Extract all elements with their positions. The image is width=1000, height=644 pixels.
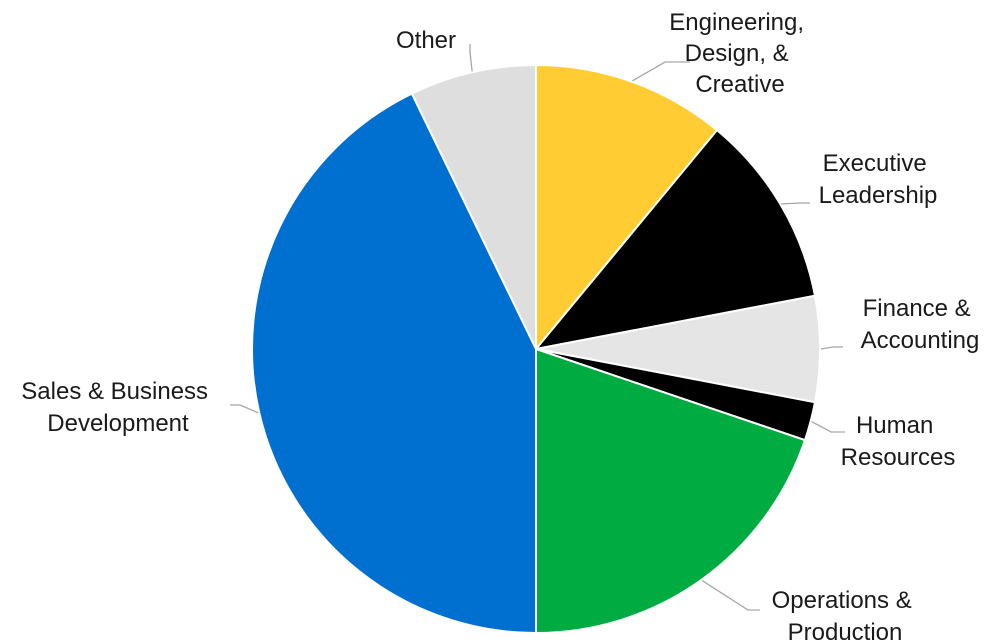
leader-human-resources xyxy=(812,422,845,432)
leader-operations xyxy=(702,581,760,610)
leader-finance xyxy=(821,347,843,349)
label-operations: Operations & Production xyxy=(772,587,919,644)
label-other: Other xyxy=(396,27,456,54)
leader-engineering xyxy=(633,62,691,81)
leader-executive xyxy=(781,203,810,204)
label-sales: Sales & Business Development xyxy=(21,378,214,437)
leader-sales xyxy=(230,405,258,413)
label-finance: Finance & Accounting xyxy=(861,295,980,354)
label-executive: Executive Leadership xyxy=(819,150,938,209)
leader-other xyxy=(470,44,472,71)
label-human-resources: Human Resources xyxy=(841,412,956,471)
pie-slices xyxy=(252,65,820,633)
label-engineering: Engineering, Design, & Creative xyxy=(669,9,810,98)
